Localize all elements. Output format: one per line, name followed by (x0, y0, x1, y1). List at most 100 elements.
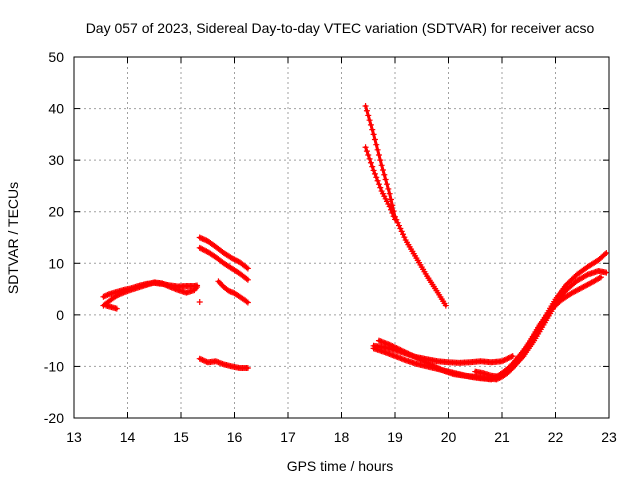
data-point (386, 203, 393, 210)
data-point (397, 346, 404, 353)
data-point (424, 359, 431, 366)
data-point (160, 281, 167, 287)
data-point (370, 167, 377, 174)
data-point (373, 174, 380, 181)
data-point (392, 344, 398, 351)
x-tick-label: 19 (387, 429, 403, 445)
data-point (103, 292, 110, 299)
data-point (394, 219, 401, 226)
data-point (198, 235, 205, 242)
x-tick-label: 14 (120, 429, 136, 445)
data-point (438, 366, 445, 373)
data-point (232, 257, 239, 264)
series-arc-e (196, 244, 251, 283)
data-point (366, 155, 373, 162)
data-point (194, 284, 201, 291)
data-point (413, 354, 420, 361)
x-tick-label: 18 (334, 429, 350, 445)
x-tick-label: 17 (280, 429, 296, 445)
data-point (244, 299, 251, 306)
data-point (402, 349, 409, 356)
data-point (244, 265, 251, 272)
data-point (406, 351, 413, 358)
data-point (429, 362, 436, 369)
x-axis-label: GPS time / hours (287, 458, 394, 474)
data-point (377, 184, 384, 191)
data-point (601, 251, 608, 258)
data-point (410, 353, 417, 360)
x-tick-label: 23 (601, 429, 617, 445)
x-tick-label: 21 (494, 429, 510, 445)
data-point (397, 225, 404, 232)
data-point (362, 102, 369, 109)
data-point (396, 346, 403, 353)
data-point (508, 353, 515, 360)
data-point (375, 181, 382, 188)
data-point (417, 356, 424, 363)
series-arc-c (103, 302, 120, 312)
data-point (244, 364, 251, 371)
data-point (505, 355, 512, 362)
data-point (363, 148, 370, 155)
data-point (202, 236, 209, 243)
data-point (414, 355, 421, 362)
data-point (377, 157, 384, 164)
data-point (199, 235, 206, 242)
series-arc-m (375, 268, 610, 383)
data-point (367, 159, 374, 166)
data-point (603, 249, 610, 256)
y-tick-label: 10 (48, 255, 64, 271)
data-point (437, 366, 444, 373)
data-point (390, 343, 397, 350)
data-point (400, 348, 407, 355)
data-point (200, 357, 207, 364)
data-point (396, 222, 403, 229)
data-point (398, 228, 405, 235)
data-point (389, 343, 396, 350)
data-point (596, 274, 603, 281)
data-point (404, 350, 411, 357)
data-point (198, 245, 205, 252)
data-point (202, 358, 209, 365)
data-point (159, 280, 166, 287)
data-point (603, 269, 610, 276)
data-point (398, 347, 405, 354)
data-point (408, 352, 415, 359)
data-point (365, 112, 372, 119)
data-point (442, 302, 449, 309)
data-point (196, 298, 203, 305)
x-tick-label: 22 (548, 429, 564, 445)
data-point (379, 167, 386, 174)
grid-lines (74, 57, 609, 418)
data-point (387, 196, 394, 203)
data-point (412, 354, 419, 361)
data-point (234, 257, 241, 264)
data-point (401, 348, 408, 355)
data-point (371, 136, 378, 143)
x-tick-label: 13 (66, 429, 82, 445)
x-tick-labels: 13 14 15 16 17 18 19 20 21 22 23 (66, 429, 617, 445)
axis-ticks (73, 56, 610, 419)
data-point (434, 364, 441, 371)
data-point (509, 353, 516, 360)
y-tick-label: -20 (44, 410, 64, 426)
y-tick-label: 40 (48, 101, 64, 117)
data-point (367, 121, 374, 128)
data-point (503, 356, 510, 363)
data-point (101, 293, 108, 300)
data-point (426, 361, 433, 368)
data-point (104, 291, 111, 298)
data-point (500, 357, 507, 364)
data-point (243, 275, 250, 282)
series-arc-d (196, 234, 251, 272)
data-point (200, 246, 207, 253)
data-point (363, 107, 370, 114)
y-axis-label: SDTVAR / TECUs (5, 182, 21, 294)
data-point (432, 363, 439, 370)
x-tick-label: 15 (173, 429, 189, 445)
data-point (231, 256, 238, 263)
data-point (243, 264, 250, 271)
series-arc-i (362, 102, 449, 309)
data-point (389, 210, 396, 217)
